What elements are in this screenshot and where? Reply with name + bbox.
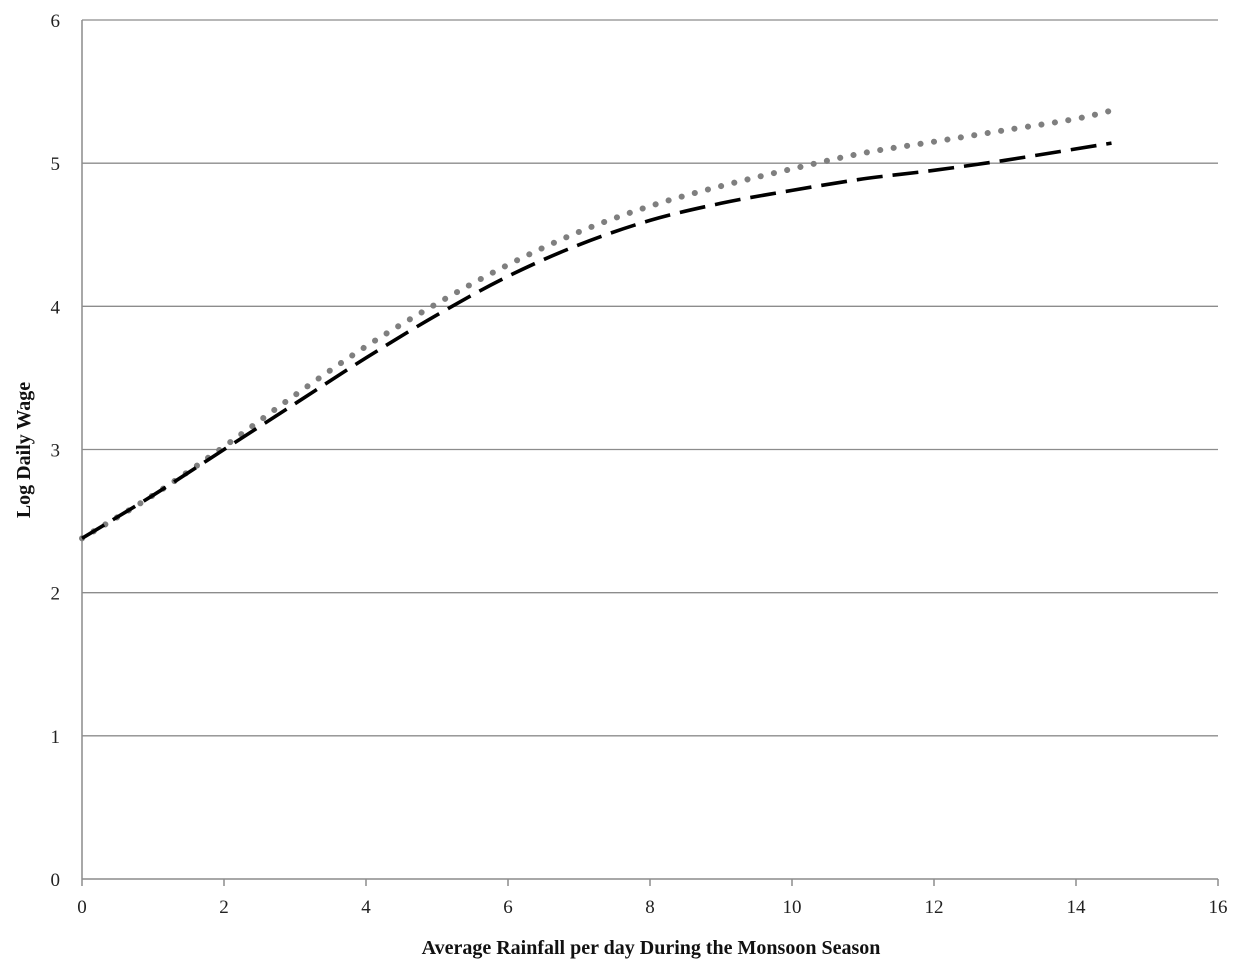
x-tick-label-8: 8 <box>645 897 655 918</box>
x-tick-label-16: 16 <box>1209 897 1228 918</box>
y-tick-label-2: 2 <box>51 584 61 605</box>
x-tick-label-14: 14 <box>1067 897 1087 918</box>
x-tick-label-6: 6 <box>503 897 513 918</box>
series-lines <box>79 105 1122 542</box>
y-tick-label-1: 1 <box>51 727 61 748</box>
axes <box>81 20 1219 886</box>
series-line-dotted <box>79 105 1122 542</box>
x-tick-label-4: 4 <box>361 897 371 918</box>
x-tick-label-2: 2 <box>219 897 229 918</box>
x-tick-label-0: 0 <box>77 897 87 918</box>
x-tick-labels: 0 2 4 6 8 10 12 14 16 <box>77 897 1227 918</box>
y-tick-label-3: 3 <box>51 441 61 462</box>
x-axis-title: Average Rainfall per day During the Mons… <box>422 937 881 959</box>
series-line-dashed <box>81 141 1112 540</box>
x-tick-label-10: 10 <box>783 897 802 918</box>
y-tick-label-6: 6 <box>51 11 61 32</box>
y-tick-label-0: 0 <box>51 870 61 891</box>
x-tick-label-12: 12 <box>925 897 944 918</box>
gridlines <box>82 19 1218 737</box>
y-tick-label-5: 5 <box>51 154 61 175</box>
y-tick-label-4: 4 <box>51 297 61 318</box>
y-axis-title: Log Daily Wage <box>13 382 35 518</box>
y-tick-labels: 0 1 2 3 4 5 6 <box>51 11 61 891</box>
